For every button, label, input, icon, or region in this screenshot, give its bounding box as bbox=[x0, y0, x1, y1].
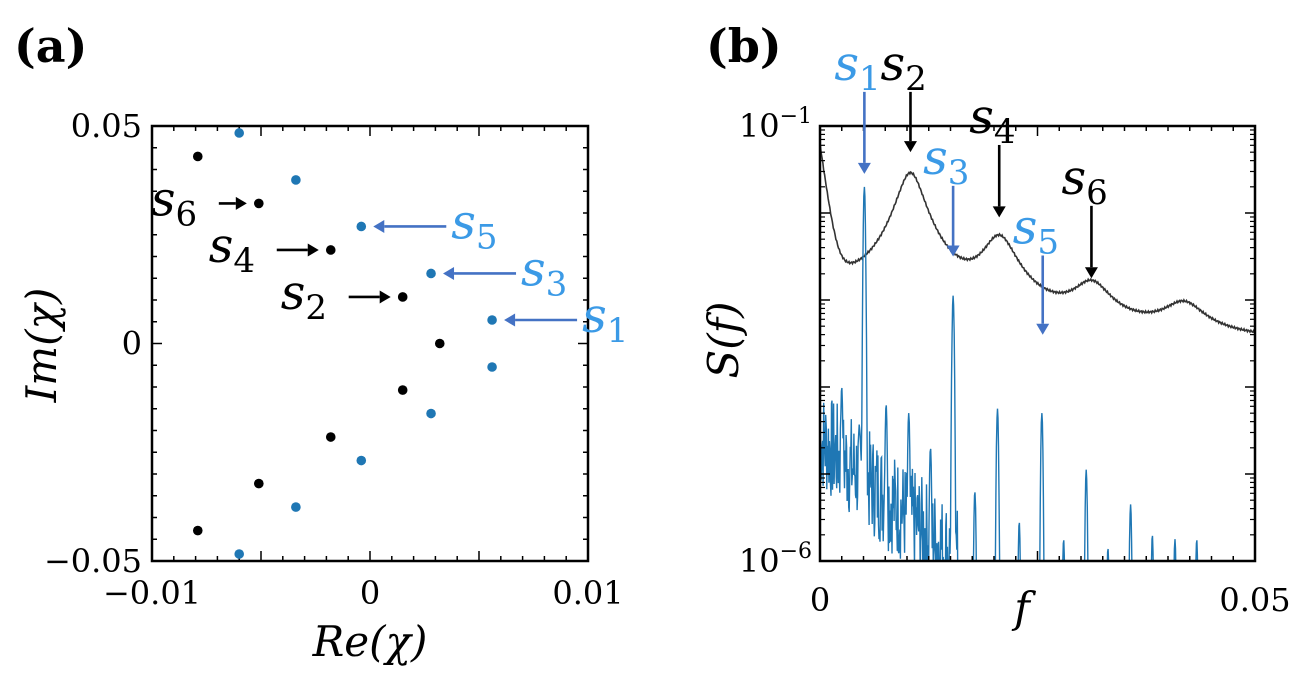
annotation-label-s6: s6 bbox=[1061, 150, 1107, 213]
scatter-point-black bbox=[397, 385, 408, 395]
scatter-point-blue bbox=[234, 549, 244, 559]
scatter-point-black bbox=[192, 525, 203, 536]
scatter-point-blue bbox=[426, 268, 436, 279]
annotation-label-s1: s1 bbox=[582, 288, 628, 351]
x-tick-label: −0.01 bbox=[103, 574, 201, 612]
annotation-arrow-s4 bbox=[276, 243, 319, 257]
annotation-arrow-s6-head bbox=[1084, 267, 1098, 279]
scatter-point-blue bbox=[234, 128, 244, 138]
scatter-point-blue bbox=[291, 175, 301, 185]
plot-a-xlabel: Re(χ) bbox=[312, 617, 428, 666]
x-tick-label: 0.05 bbox=[1219, 581, 1290, 619]
annotation-label-s3: s3 bbox=[923, 130, 969, 193]
y-tick-label: 10−1 bbox=[739, 104, 812, 145]
annotation-arrow-s6-head bbox=[235, 196, 247, 210]
scatter-point-black bbox=[397, 292, 408, 302]
annotation-arrow-s6 bbox=[1084, 205, 1098, 279]
scatter-point-blue bbox=[291, 502, 301, 512]
annotation-arrow-s3-head bbox=[443, 266, 455, 280]
x-tick-label: 0 bbox=[360, 574, 380, 612]
annotation-arrow-s4-head bbox=[307, 243, 319, 257]
x-tick-label: 0 bbox=[810, 581, 830, 619]
plot-b-ticks bbox=[819, 125, 1256, 562]
y-tick-label: 0.05 bbox=[71, 107, 142, 145]
annotation-label-s4: s4 bbox=[969, 89, 1015, 152]
plot-a-frame bbox=[150, 124, 590, 563]
annotation-arrow-s2-head bbox=[903, 141, 917, 153]
plot-b-tick-labels: 0 0.05 10−1 10−6 bbox=[739, 104, 1291, 619]
scatter-point-blue bbox=[487, 362, 497, 372]
panel-b-label: (b) bbox=[706, 19, 782, 73]
plot-a-tick-labels: −0.01 0 0.01 0.05 0 −0.05 bbox=[44, 107, 624, 612]
scatter-point-blue bbox=[426, 408, 436, 419]
annotation-arrow-s3-head bbox=[946, 245, 960, 257]
annotation-arrow-s4-head bbox=[992, 206, 1006, 218]
plot-b-ylabel: S(f) bbox=[699, 301, 748, 378]
scatter-point-blue bbox=[487, 315, 497, 325]
y-tick-label: 0 bbox=[122, 325, 142, 363]
y-tick-label: 10−6 bbox=[739, 539, 812, 580]
scatter-point-blue bbox=[356, 221, 367, 232]
annotation-arrow-s2-head bbox=[379, 290, 391, 304]
x-tick-label: 0.01 bbox=[552, 574, 623, 612]
annotation-label-s3: s3 bbox=[521, 241, 567, 304]
scatter-point-black bbox=[325, 245, 336, 255]
annotation-arrow-s5 bbox=[1036, 255, 1050, 335]
annotation-label-s6: s6 bbox=[151, 171, 197, 234]
annotation-arrow-s1-head bbox=[857, 162, 871, 174]
annotation-arrow-s2 bbox=[348, 290, 391, 304]
panel-a-label: (a) bbox=[14, 19, 87, 73]
scatter-point-blue bbox=[356, 455, 367, 466]
annotation-arrow-s3 bbox=[443, 266, 517, 280]
annotation-label-s2: s2 bbox=[281, 265, 327, 328]
scatter-point-black bbox=[325, 432, 336, 442]
series-line-blue bbox=[820, 186, 1199, 561]
annotation-label-s2: s2 bbox=[880, 36, 926, 99]
annotation-arrow-s1 bbox=[504, 313, 578, 327]
scatter-point-black bbox=[434, 338, 445, 349]
annotation-arrow-s1-head bbox=[504, 313, 516, 327]
annotation-arrow-s2 bbox=[903, 91, 917, 153]
plot-b-curves bbox=[820, 144, 1255, 561]
annotation-label-s1: s1 bbox=[834, 36, 880, 99]
y-tick-label: −0.05 bbox=[44, 542, 142, 580]
plot-a-ylabel: Im(χ) bbox=[17, 288, 66, 404]
annotation-label-s4: s4 bbox=[209, 218, 255, 281]
annotation-arrow-s5-head bbox=[1036, 323, 1050, 335]
plot-b-frame bbox=[818, 124, 1257, 563]
scatter-point-black bbox=[254, 478, 264, 489]
plot-b-xlabel: f bbox=[1011, 583, 1036, 632]
annotation-arrow-s5 bbox=[373, 219, 447, 233]
annotation-arrow-s6 bbox=[218, 196, 247, 210]
series-line-black bbox=[820, 144, 1255, 334]
plot-a-points bbox=[192, 128, 497, 559]
scatter-point-black bbox=[254, 198, 264, 209]
annotation-label-s5: s5 bbox=[1013, 199, 1059, 262]
annotation-arrow-s3 bbox=[946, 185, 960, 257]
annotation-label-s5: s5 bbox=[451, 194, 497, 257]
annotation-arrow-s4 bbox=[992, 144, 1006, 218]
annotation-arrow-s5-head bbox=[373, 219, 385, 233]
plot-a-ticks bbox=[151, 125, 589, 562]
scatter-point-black bbox=[192, 151, 203, 162]
annotation-arrow-s1 bbox=[857, 91, 871, 174]
